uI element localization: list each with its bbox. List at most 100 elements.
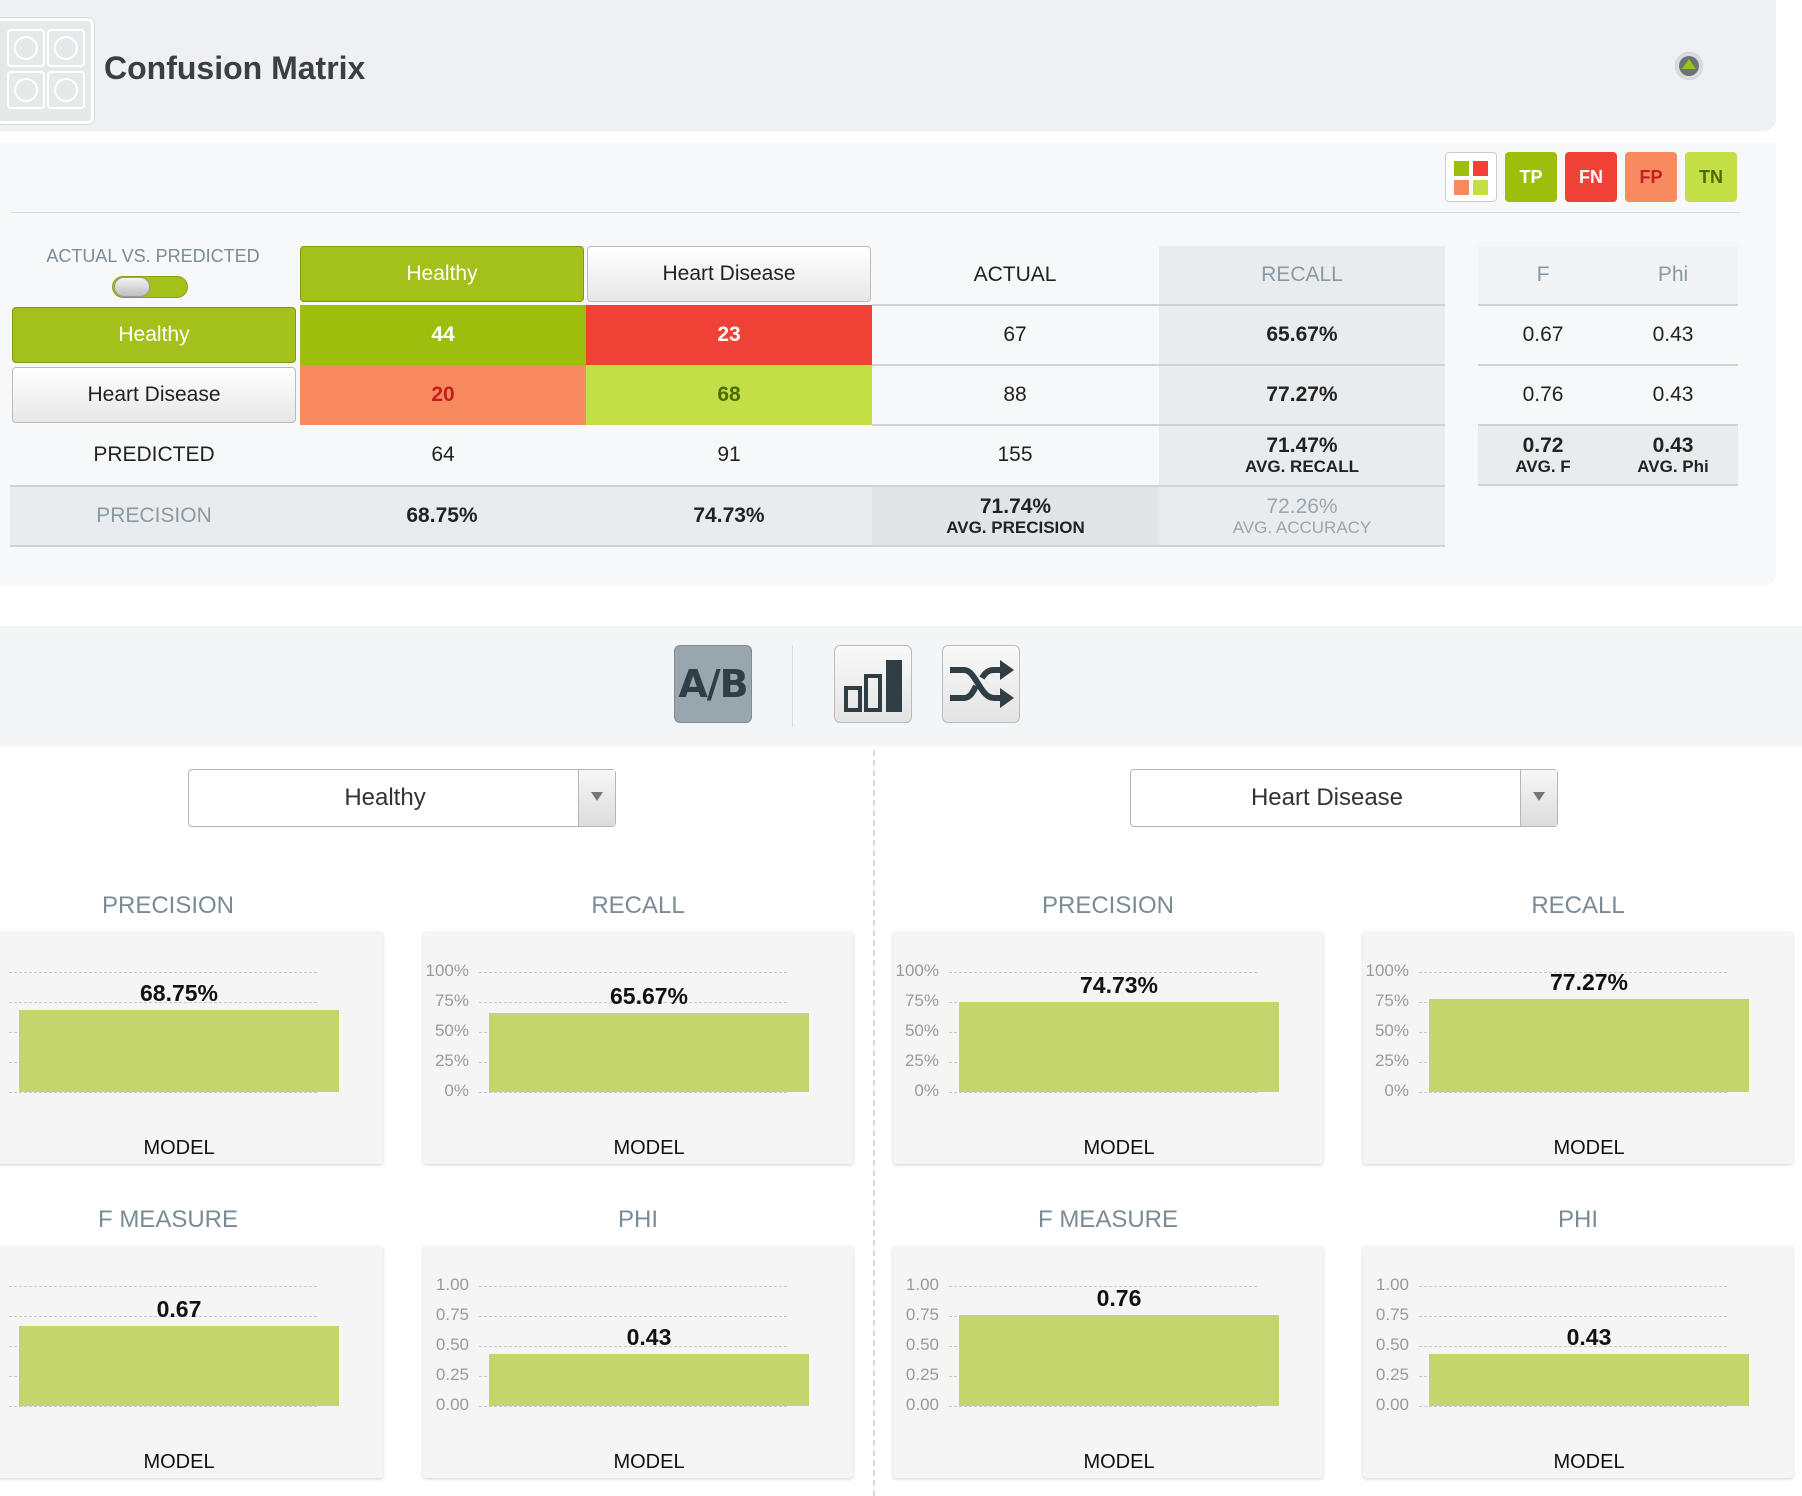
gridline [479, 1346, 787, 1347]
y-tick-label: 100% [1365, 961, 1409, 980]
avg-accuracy-value: 72.26% [1266, 495, 1338, 518]
avg-recall: 71.47% AVG. RECALL [1159, 425, 1445, 485]
phi-healthy: 0.43 [1652, 323, 1694, 346]
ab-icon: A/B [678, 662, 748, 706]
cell-fn-healthy[interactable]: 23 [586, 305, 872, 365]
matrix-cell-icon [7, 29, 45, 67]
predicted-total-healthy: 64 [431, 443, 455, 466]
cell-fp-heart-disease[interactable]: 20 [300, 365, 586, 425]
chart-title: PRECISION [1041, 892, 1175, 919]
y-tick-label: 0% [1384, 1081, 1409, 1100]
class-select-left[interactable]: Healthy [188, 769, 616, 827]
chevron-down-icon[interactable] [578, 770, 615, 826]
gridline [1419, 1316, 1727, 1317]
y-tick-label: 0.50 [1375, 1335, 1409, 1354]
y-tick-label: 50% [434, 1021, 469, 1040]
grand-total: 155 [997, 443, 1033, 466]
gridline [949, 1092, 1257, 1093]
recall-healthy: 65.67% [1159, 305, 1445, 365]
y-tick-label: 0.00 [1375, 1395, 1409, 1414]
gridline [1419, 1406, 1727, 1407]
x-tick-label: MODEL [143, 1451, 215, 1473]
gridline [949, 972, 1257, 973]
legend-tn[interactable]: TN [1685, 152, 1737, 202]
confusion-matrix-icon [0, 18, 94, 124]
ab-compare-button[interactable]: A/B [674, 645, 752, 723]
divider [872, 424, 1445, 426]
gridline [479, 972, 787, 973]
avg-phi-value: 0.43 [1652, 434, 1694, 457]
y-tick-label: 0.50 [905, 1335, 939, 1354]
color-legend-toggle-icon[interactable] [1445, 152, 1497, 202]
chart-title: PHI [617, 1206, 658, 1233]
chart-card: 1.00 0.75 0.50 0.25 0.00 0.43 MODEL [423, 1246, 853, 1478]
avg-accuracy-label: AVG. ACCURACY [1232, 518, 1372, 537]
x-tick-label: MODEL [1553, 1137, 1625, 1159]
actual-vs-predicted-toggle[interactable] [112, 276, 188, 298]
avg-precision-value: 71.74% [979, 495, 1052, 518]
y-tick-label: 0.75 [1375, 1305, 1409, 1324]
shuffle-button[interactable] [942, 645, 1020, 723]
chart-title: RECALL [591, 892, 685, 919]
x-tick-label: MODEL [1553, 1451, 1625, 1473]
y-tick-label: 1.00 [435, 1275, 469, 1294]
actual-header: ACTUAL [973, 263, 1057, 286]
bar [959, 1002, 1279, 1092]
gridline [9, 1002, 317, 1003]
divider [10, 212, 1740, 213]
y-tick-label: 1.00 [905, 1275, 939, 1294]
y-tick-label: 50% [1374, 1021, 1409, 1040]
data-label: 74.73% [1079, 972, 1158, 999]
panel-divider [873, 750, 875, 1496]
col-header-healthy[interactable]: Healthy [300, 246, 584, 302]
class-select-left-value: Healthy [344, 784, 426, 811]
class-select-right[interactable]: Heart Disease [1130, 769, 1558, 827]
y-tick-label: 0.75 [905, 1305, 939, 1324]
y-tick-label: 100% [425, 961, 469, 980]
chart-card: 100% 75% 50% 25% 0% 65.67% MODEL [423, 932, 853, 1164]
bar [19, 1009, 339, 1092]
recall-heart-disease: 77.27% [1159, 365, 1445, 425]
y-tick-label: 0.75 [435, 1305, 469, 1324]
avg-f-value: 0.72 [1522, 434, 1564, 457]
x-tick-label: MODEL [143, 1137, 215, 1159]
y-tick-label: 75% [1374, 991, 1409, 1010]
chart-card: 100% 75% 50% 25% 0% 77.27% MODEL [1363, 932, 1793, 1164]
matrix-cell-icon [47, 71, 85, 109]
class-select-right-value: Heart Disease [1250, 784, 1404, 811]
data-label: 68.75% [139, 979, 218, 1006]
legend-square [1454, 161, 1469, 176]
chart-title: F MEASURE [97, 1206, 238, 1233]
legend-tp[interactable]: TP [1505, 152, 1557, 202]
gridline [9, 1406, 317, 1407]
bar-chart-button[interactable] [834, 645, 912, 723]
row-header-healthy[interactable]: Healthy [12, 307, 296, 363]
cell-tn-heart-disease[interactable]: 68 [586, 365, 872, 425]
x-tick-label: MODEL [613, 1451, 685, 1473]
divider [1478, 304, 1738, 306]
row-header-heart-disease[interactable]: Heart Disease [12, 367, 296, 423]
chevron-down-icon[interactable] [1520, 770, 1557, 826]
collapse-icon[interactable] [1675, 52, 1703, 80]
y-tick-label: 1.00 [1375, 1275, 1409, 1294]
legend-fn[interactable]: FN [1565, 152, 1617, 202]
data-label: 0.67 [156, 1295, 202, 1322]
bar [959, 1314, 1279, 1406]
y-tick-label: 0.25 [905, 1365, 939, 1384]
col-header-heart-disease[interactable]: Heart Disease [587, 246, 871, 302]
chart-card: 1.00 0.75 0.50 0.25 0.00 0.76 MODEL [893, 1246, 1323, 1478]
divider [872, 304, 1445, 306]
cell-tp-healthy[interactable]: 44 [300, 305, 586, 365]
y-tick-label: 25% [1374, 1051, 1409, 1070]
y-tick-label: 0% [444, 1081, 469, 1100]
y-tick-label: 100% [895, 961, 939, 980]
legend-fp[interactable]: FP [1625, 152, 1677, 202]
f-healthy: 0.67 [1522, 323, 1564, 346]
y-tick-label: 75% [904, 991, 939, 1010]
actual-vs-predicted-label: ACTUAL VS. PREDICTED [46, 246, 260, 266]
bar [489, 1354, 809, 1406]
avg-f-label: AVG. F [1515, 457, 1571, 476]
gridline [9, 972, 317, 973]
y-tick-label: 75% [434, 991, 469, 1010]
y-tick-label: 0.50 [435, 1335, 469, 1354]
